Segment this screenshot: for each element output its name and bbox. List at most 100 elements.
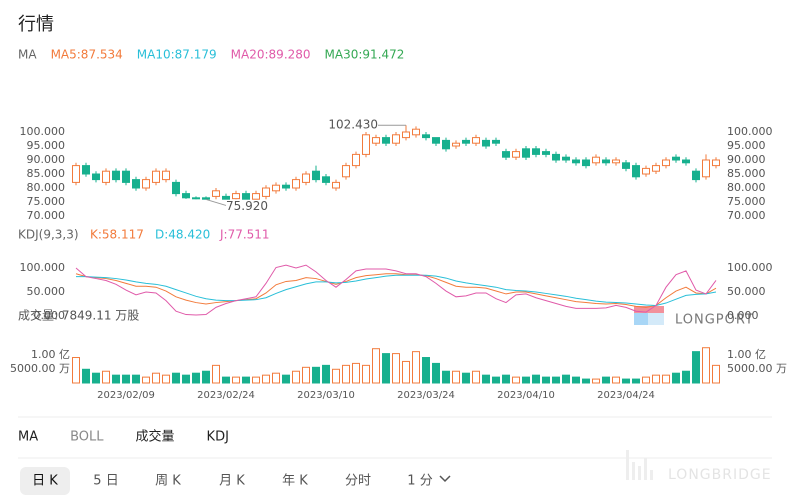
candle-body <box>112 170 120 181</box>
candle-body <box>232 193 240 200</box>
volume-bar <box>282 374 290 384</box>
volume-bar <box>422 357 430 384</box>
kdj-line <box>75 273 717 308</box>
candle-body <box>602 159 610 164</box>
y-tick-label: 80.000 <box>727 181 766 194</box>
kdj-label: KDJ(9,3,3) <box>18 228 79 242</box>
period-button[interactable]: 5 日 <box>93 474 118 489</box>
y-tick-label: 50.000 <box>27 285 66 298</box>
volume-bar <box>512 376 520 384</box>
volume-bar <box>622 378 630 384</box>
volume-bar <box>692 351 700 384</box>
candle-body <box>92 173 100 181</box>
candle-body <box>362 134 370 155</box>
candle-body <box>572 159 580 164</box>
x-tick-label: 2023/03/10 <box>297 390 355 401</box>
indicator-tab[interactable]: KDJ <box>207 430 229 445</box>
candle-body <box>152 170 160 183</box>
volume-bar <box>372 348 380 384</box>
volume-bar <box>132 374 140 384</box>
y-tick-label: 100.000 <box>20 261 66 274</box>
candle-body <box>142 179 150 189</box>
period-button[interactable]: 1 分 <box>407 474 432 489</box>
x-tick-label: 2023/03/24 <box>397 390 455 401</box>
volume-bar <box>502 374 510 384</box>
volume-bar <box>572 376 580 384</box>
longbridge-logo <box>626 450 653 480</box>
volume-bar <box>682 370 690 384</box>
volume-bar <box>352 362 360 384</box>
volume-bar <box>612 376 620 384</box>
candle-body <box>272 184 280 192</box>
y-tick-label: 1.00 亿 <box>31 348 70 361</box>
candle-body <box>422 134 430 139</box>
x-tick-label: 2023/02/09 <box>97 390 155 401</box>
ma-legend: MA5:87.534 <box>51 48 123 62</box>
ma-legend: MA20:89.280 <box>231 48 311 62</box>
volume-bar <box>302 366 310 384</box>
volume-bar <box>492 376 500 384</box>
candle-body <box>502 151 510 158</box>
volume-bar <box>562 374 570 384</box>
candle-body <box>562 156 570 161</box>
legend-entry: K:58.117 <box>90 228 144 242</box>
volume-bar <box>712 364 720 384</box>
volume-bar <box>532 374 540 384</box>
volume-bar <box>392 353 400 384</box>
candle-body <box>552 153 560 161</box>
y-tick-label: 80.000 <box>27 181 66 194</box>
volume-bar <box>382 353 390 384</box>
volume-bar <box>262 374 270 384</box>
volume-bar <box>442 370 450 384</box>
watermark: LONGBRIDGE <box>668 467 772 483</box>
y-tick-label: 100.000 <box>727 125 773 138</box>
candle-body <box>692 170 700 181</box>
watermark: LONGPORT <box>675 313 754 328</box>
volume-bar <box>332 368 340 384</box>
volume-bar <box>112 374 120 384</box>
period-button[interactable]: 周 K <box>155 474 181 489</box>
volume-bar <box>222 376 230 384</box>
volume-bar <box>662 374 670 384</box>
candle-body <box>292 179 300 189</box>
indicator-tab[interactable]: MA <box>18 430 38 445</box>
selected-period-bg <box>20 467 70 495</box>
y-tick-label: 95.000 <box>727 139 766 152</box>
volume-bar <box>602 376 610 384</box>
high-annotation: 102.430 <box>328 118 378 132</box>
candle-body <box>162 170 170 181</box>
y-tick-label: 85.000 <box>727 167 766 180</box>
x-tick-label: 2023/02/24 <box>197 390 255 401</box>
volume-bar <box>582 378 590 384</box>
period-button[interactable]: 日 K <box>32 474 58 489</box>
indicator-tab[interactable]: 成交量 <box>136 429 175 445</box>
volume-bar <box>362 364 370 384</box>
volume-bar <box>182 374 190 384</box>
candle-body <box>432 137 440 144</box>
indicator-tab[interactable]: BOLL <box>70 430 104 445</box>
period-button[interactable]: 月 K <box>219 474 245 489</box>
y-tick-label: 5000.00 万 <box>10 362 70 375</box>
volume-bar <box>292 370 300 384</box>
candle-body <box>642 167 650 175</box>
dropdown-arrow[interactable] <box>439 475 451 483</box>
kdj-line <box>75 264 717 316</box>
candle-body <box>462 139 470 144</box>
candle-body <box>332 181 340 189</box>
ma-legend: MA <box>18 48 37 62</box>
period-button[interactable]: 分时 <box>345 474 371 489</box>
y-tick-label: 75.000 <box>27 195 66 208</box>
y-tick-label: 100.000 <box>727 261 773 274</box>
y-tick-label: 0.000 <box>34 309 66 322</box>
volume-bar <box>462 372 470 384</box>
period-button[interactable]: 年 K <box>282 474 308 489</box>
candle-body <box>282 184 290 189</box>
candle-body <box>302 173 310 183</box>
y-tick-label: 95.000 <box>27 139 66 152</box>
candle-body <box>352 153 360 167</box>
volume-bar <box>152 372 160 384</box>
kdj-line <box>76 274 717 306</box>
y-tick-label: 100.000 <box>20 125 66 138</box>
volume-bar <box>402 360 410 384</box>
volume-bar <box>92 372 100 384</box>
